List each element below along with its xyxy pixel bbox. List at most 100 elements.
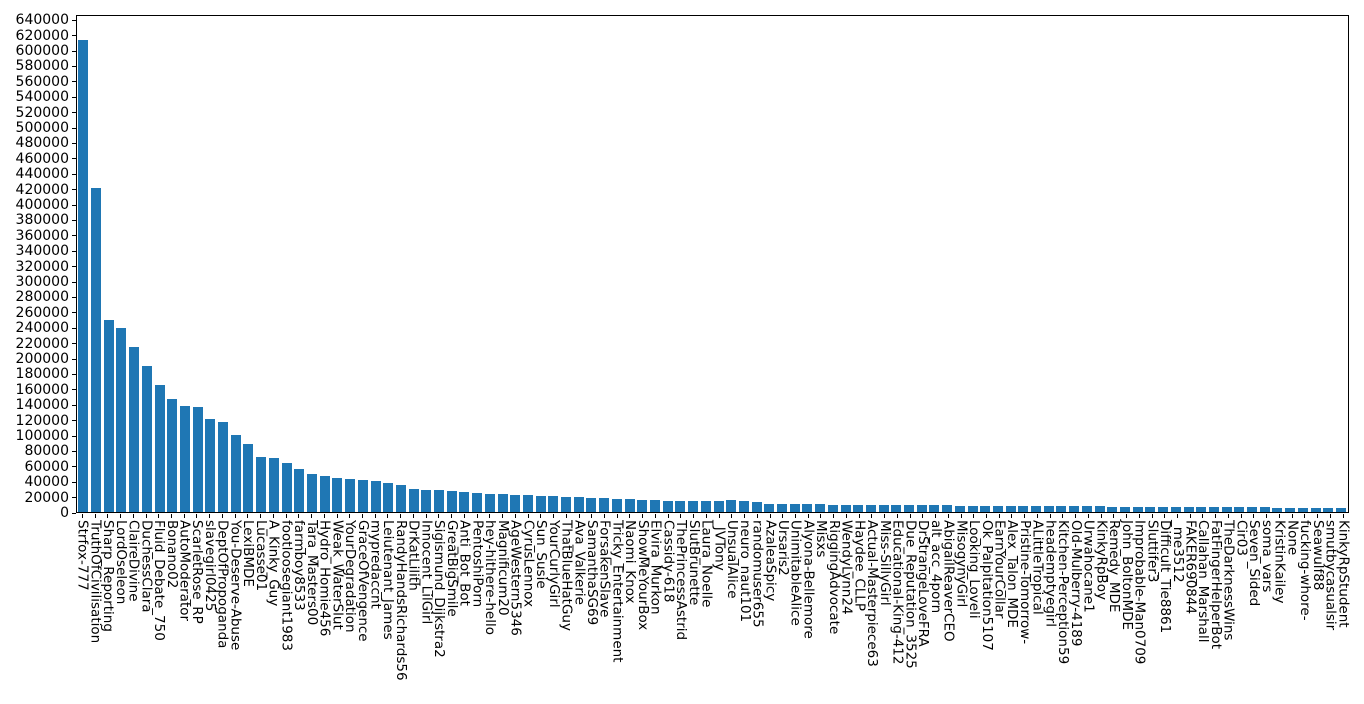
bar-ThePrincessAstrid (675, 500, 686, 512)
x-slot: soma_vars (1259, 514, 1275, 681)
x-slot: LexiBMDE (240, 514, 257, 681)
x-tick-mark (1036, 514, 1038, 518)
bar-slot (1106, 16, 1119, 512)
bar-fucking-whore- (1297, 507, 1308, 512)
bar-ALittleTropical (1031, 506, 1042, 512)
x-slot: MisogynyGirl (953, 514, 969, 681)
bar-slot (191, 16, 204, 512)
bar-slot (725, 16, 738, 512)
bar-CyrusLennox (522, 495, 533, 512)
bar-Actual-Masterpiece63 (865, 504, 876, 512)
bar-YourCurlyGirl (548, 495, 559, 512)
x-slot: AbigailReaverCEO (941, 514, 957, 681)
x-slot: Bonano02 (164, 514, 180, 681)
bar-KristinKailey (1272, 507, 1283, 512)
bar-You-Deserve-Abuse (230, 434, 241, 512)
x-tick-mark (374, 514, 376, 518)
x-tick-label: DrKatLilith (405, 520, 422, 591)
bar-slot (217, 16, 230, 512)
x-slot: Actual-Masterpiece63 (864, 514, 880, 681)
x-tick-label: Tara_Masters00 (303, 520, 320, 626)
x-tick-label: hey-hithere-hello (482, 520, 499, 636)
x-slot: Leiutenant_James (380, 514, 396, 681)
y-tick-label: 340000 (15, 243, 69, 260)
x-tick-mark (871, 514, 873, 518)
x-tick-label: ThePrincessAstrid (673, 520, 690, 641)
bar-Cassidy-618 (662, 500, 673, 512)
x-tick-label: Improbable-Man0709 (1131, 520, 1148, 665)
bar-GreatBigSmile (446, 490, 457, 512)
x-slot: DrStrangeLoveFRA (915, 514, 931, 681)
y-tick-label: 60000 (24, 458, 69, 475)
x-slot: fucking-whore- (1297, 514, 1313, 681)
x-tick-label: mypredaccnt (367, 520, 384, 609)
x-tick-label: LexiBMDE (240, 520, 257, 587)
bar-slot (1182, 16, 1195, 512)
bar-slot (1157, 16, 1170, 512)
x-tick-mark (603, 514, 605, 518)
x-tick-mark (438, 514, 440, 518)
bar-DrStrangeLoveFRA (916, 505, 927, 512)
x-tick-mark (171, 514, 172, 518)
bar-Seven_Sided (1247, 507, 1258, 512)
y-tick-label: 260000 (15, 304, 69, 321)
bar-ThatBlueHatGuy (561, 496, 572, 512)
bar-Callahan_Marshall (1196, 507, 1207, 512)
bar-Leiutenant_James (383, 482, 394, 512)
x-tick-label: Old-Mulberry-4189 (1067, 520, 1084, 647)
x-slot: KinkyRpBoy (1093, 514, 1109, 681)
x-tick-mark (756, 514, 758, 518)
x-slot: Difficult_Tie8861 (1157, 514, 1173, 681)
bar-DuchessClara (141, 365, 152, 512)
bar-RiggingAdvocate (827, 504, 838, 512)
x-slot: farmboy8533 (291, 514, 307, 681)
x-slot: PentoshiPorn (469, 514, 485, 681)
bar-UnsualAlice (726, 500, 737, 512)
bar-Miss-SillyGirl (878, 504, 889, 512)
x-tick-mark (744, 514, 746, 518)
x-slot: Laura_Noelle (699, 514, 715, 681)
x-slot: KinkyRpStudent (1335, 514, 1351, 681)
x-tick-mark (196, 514, 198, 518)
x-tick-label: Seawulf88 (1309, 520, 1326, 591)
bars-container (77, 16, 1348, 512)
x-tick-label: Sigismund_Dijkstra2 (431, 520, 448, 658)
x-slot: Naomi_Knox (622, 514, 638, 681)
x-tick-mark (667, 514, 669, 518)
bar-Difficult_Tie8861 (1158, 506, 1169, 512)
bar-Bonano02 (167, 398, 178, 512)
bar-slot (699, 16, 712, 512)
bar-slot (229, 16, 242, 512)
x-slot: Sluttifer3 (1144, 514, 1160, 681)
y-tick-label: 160000 (15, 381, 69, 398)
x-slot: A_Kinky_Guy (266, 514, 282, 681)
x-slot: AgeWestern5346 (508, 514, 524, 681)
x-tick-label: None (1284, 520, 1301, 556)
x-tick-mark (1062, 514, 1064, 518)
x-tick-mark (285, 514, 287, 518)
bar-slot (128, 16, 141, 512)
bar-Improbable-Man0709 (1132, 506, 1143, 512)
x-tick-label: _JVTony (711, 520, 728, 571)
x-slot: Weak_WaterSlut (329, 514, 345, 681)
bar-Alyona-Bellemore (802, 504, 813, 512)
bar-slot (1208, 16, 1221, 512)
x-tick-label: Misxs (813, 520, 830, 558)
x-slot: WendyLynn24 (839, 514, 855, 681)
x-tick-mark (311, 514, 313, 518)
x-tick-label: Hydro_Homie456 (316, 520, 333, 637)
x-slot: mypredaccnt (367, 514, 384, 681)
bar-smutbycasualsir (1323, 507, 1334, 512)
bar-DrKatLilith (408, 489, 419, 512)
bar-Old-Mulberry-4189 (1069, 506, 1080, 512)
bar-Fluid_Debate_750 (154, 385, 165, 512)
bar-slot (1258, 16, 1271, 512)
bar-slot (369, 16, 382, 512)
x-slot: Tara_Masters00 (303, 514, 320, 681)
y-tick-label: 520000 (15, 104, 69, 121)
bar-slavegirl0425 (205, 419, 216, 512)
bar-slot (1030, 16, 1043, 512)
x-tick-label: Alyona-Bellemore (800, 520, 817, 639)
bar-slot (826, 16, 839, 512)
bar-Strfox-777 (78, 39, 89, 512)
